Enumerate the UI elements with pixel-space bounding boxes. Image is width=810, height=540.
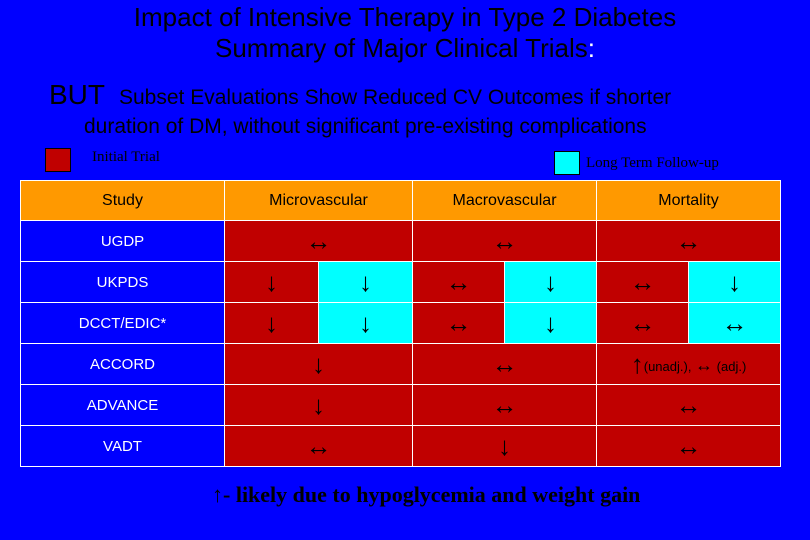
dcct-mortality-follow: ↔ [687,302,782,344]
ugdp-mortality: ↔ [595,220,782,262]
table-row: ADVANCE ↓ ↔ ↔ [20,384,782,426]
ugdp-micro: ↔ [224,220,413,262]
but-label: BUT [49,79,105,110]
accord-mortality: ↑(unadj.), ↔ (adj.) [595,343,782,385]
advance-mortality: ↔ [595,384,782,426]
accord-mortality-up: ↑ [630,348,644,379]
table-row: UGDP ↔ ↔ ↔ [20,220,782,262]
vadt-micro: ↔ [224,425,413,467]
title-line-2-text: Summary of Major Clinical Trials [215,33,588,63]
header-mortality: Mortality [595,180,782,221]
subset-text: Subset Evaluations Show Reduced CV Outco… [119,86,672,109]
dcct-macro-initial: ↔ [412,302,505,344]
accord-mortality-flat: ↔ [695,354,714,375]
accord-mortality-adj: (adj.) [713,358,747,374]
dcct-micro-follow: ↓ [318,302,413,344]
vadt-mortality: ↔ [595,425,782,467]
table-row: UKPDS ↓ ↓ ↔ ↓ ↔ ↓ [20,261,782,303]
title-line-1: Impact of Intensive Therapy in Type 2 Di… [133,2,677,32]
header-microvascular: Microvascular [224,180,413,221]
table-row: DCCT/EDIC* ↓ ↓ ↔ ↓ ↔ ↔ [20,302,782,344]
trials-table: Study Microvascular Macrovascular Mortal… [20,180,782,467]
accord-macro: ↔ [412,343,597,385]
ukpds-micro-follow: ↓ [318,261,413,303]
ukpds-mortality-follow: ↓ [687,261,782,303]
study-accord: ACCORD [20,343,225,385]
title-line-4: duration of DM, without significant pre-… [84,115,647,138]
ukpds-mortality-initial: ↔ [596,261,689,303]
follow-up-swatch [554,151,580,175]
study-vadt: VADT [20,425,225,467]
initial-trial-label: Initial Trial [92,149,160,165]
ukpds-macro-follow: ↓ [504,261,597,303]
dcct-macro-follow: ↓ [504,302,597,344]
ukpds-micro-initial: ↓ [224,261,319,303]
follow-up-label: Long Term Follow-up [586,155,719,171]
ugdp-macro: ↔ [412,220,597,262]
dcct-mortality-initial: ↔ [596,302,689,344]
table-row: VADT ↔ ↓ ↔ [20,425,782,467]
header-macrovascular: Macrovascular [412,180,597,221]
title-line-3: BUT Subset Evaluations Show Reduced CV Ou… [49,79,671,111]
ukpds-macro-initial: ↔ [412,261,505,303]
footnote: ↑- likely due to hypoglycemia and weight… [212,482,641,507]
study-ugdp: UGDP [20,220,225,262]
initial-trial-swatch [45,148,71,172]
dcct-micro-initial: ↓ [224,302,319,344]
title-line-2: Summary of Major Clinical Trials: [0,33,810,63]
accord-mortality-unadj: (unadj.), [643,358,696,374]
study-ukpds: UKPDS [20,261,225,303]
table-row: ACCORD ↓ ↔ ↑(unadj.), ↔ (adj.) [20,343,782,385]
title-line-2-colon: : [587,33,595,63]
header-study: Study [20,180,225,221]
accord-micro: ↓ [224,343,413,385]
vadt-macro: ↓ [412,425,597,467]
study-dcct-edic: DCCT/EDIC* [20,302,225,344]
header-row: Study Microvascular Macrovascular Mortal… [20,180,782,221]
study-advance: ADVANCE [20,384,225,426]
advance-macro: ↔ [412,384,597,426]
advance-micro: ↓ [224,384,413,426]
